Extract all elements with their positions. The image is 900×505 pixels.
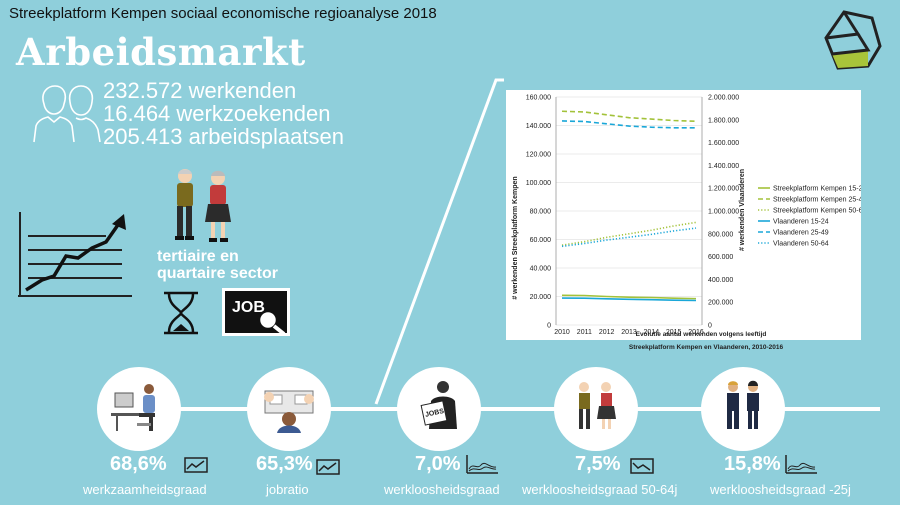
stat-werkenden: 232.572 werkenden: [103, 78, 297, 103]
x-tick-label: 2014: [644, 329, 660, 336]
header-title: Streekplatform Kempen sociaal economisch…: [9, 5, 437, 22]
people-outline-icon: [33, 85, 101, 143]
line-chart: 0 20.000 40.000 60.000 80.000 100.000 120.000 1…: [512, 95, 866, 339]
chart-caption-line1: Evolutie aantal werkenden volgens leefti…: [636, 331, 767, 338]
y-left-tick-label: 20.000: [530, 294, 552, 301]
trend-box-icon: [316, 459, 340, 475]
svg-text:JOB: JOB: [232, 299, 265, 316]
x-tick-label: 2016: [688, 329, 704, 336]
x-tick-label: 2010: [554, 329, 570, 336]
legend-label: Streekplatform Kempen 50-64: [773, 208, 861, 215]
chart-caption-line2: Streekplatform Kempen en Vlaanderen, 201…: [629, 344, 784, 351]
growth-chart-icon: [18, 212, 132, 297]
y-right-tick-label: 600.000: [708, 254, 733, 261]
y-right-tick-label: 800.000: [708, 231, 733, 238]
elderly-couple-icon: [579, 382, 616, 429]
chart-connector: [374, 78, 504, 405]
legend-label: Streekplatform Kempen 15-24: [773, 186, 861, 193]
sector-label-line2: quartaire sector: [157, 265, 278, 282]
y-left-tick-label: 60.000: [530, 237, 552, 244]
series-line: [561, 110, 697, 123]
y-right-tick-label: 1.200.000: [708, 186, 739, 193]
young-people-icon: [727, 380, 759, 429]
indicator-circle-3: JOBS: [397, 367, 481, 451]
trend-box-icon: [630, 458, 654, 474]
indicator-label-4: werkloosheidsgraad 50-64j: [522, 482, 678, 497]
office-worker-icon: [111, 384, 155, 431]
indicator-circle-1: [97, 367, 181, 451]
x-tick-label: 2011: [577, 329, 592, 336]
chart-caption-box: Streekplatform Kempen en Vlaanderen, 201…: [629, 344, 784, 351]
indicator-value-3: 7,0%: [415, 453, 461, 475]
chart-ylabel-right: # werkenden Vlaanderen: [739, 169, 746, 251]
indicator-circle-5: [701, 367, 785, 451]
series-line: [561, 294, 697, 300]
y-right-tick-label: 1.400.000: [708, 163, 739, 170]
y-right-tick-label: 1.800.000: [708, 117, 739, 124]
sector-label-line1: tertiaire en: [157, 248, 239, 265]
y-left-tick-label: 40.000: [530, 266, 552, 273]
line-chart-panel: 0 20.000 40.000 60.000 80.000 100.000 120.000 1…: [506, 90, 866, 340]
x-tick-label: 2015: [666, 329, 682, 336]
y-left-tick-label: 0: [547, 323, 551, 330]
hourglass-icon: [164, 291, 198, 335]
y-right-tick-label: 400.000: [708, 277, 733, 284]
jobs-newspaper-icon: JOBS: [420, 381, 457, 429]
legend-label: Vlaanderen 50-64: [773, 241, 829, 248]
series-line: [561, 227, 697, 248]
meeting-desk-icon: [264, 390, 314, 433]
y-left-tick-label: 160.000: [526, 95, 551, 102]
y-right-tick-label: 1.000.000: [708, 209, 739, 216]
chart-ylabel-left: # werkenden Streekplatform Kempen: [512, 176, 519, 299]
y-left-tick-label: 100.000: [526, 180, 551, 187]
indicator-value-2: 65,3%: [256, 453, 313, 475]
y-right-tick-label: 1.600.000: [708, 140, 739, 147]
series-line: [561, 221, 697, 246]
legend-label: Vlaanderen 25-49: [773, 230, 829, 237]
indicator-label-5: werkloosheidsgraad -25j: [710, 482, 851, 497]
elderly-walkers-icon: [175, 169, 231, 242]
legend-label: Vlaanderen 15-24: [773, 219, 829, 226]
sector-label: tertiaire en quartaire sector: [157, 248, 278, 282]
stat-arbeidsplaatsen: 205.413 arbeidsplaatsen: [103, 124, 344, 149]
wave-chart-icon: [466, 455, 498, 474]
indicator-circle-2: [247, 367, 331, 451]
kempen-logo-icon: [824, 10, 882, 70]
legend-label: Streekplatform Kempen 25-49: [773, 197, 861, 204]
y-left-tick-label: 80.000: [530, 209, 552, 216]
x-tick-label: 2012: [599, 329, 615, 336]
series-line: [561, 297, 697, 302]
wave-chart-icon: [785, 455, 817, 474]
y-right-tick-label: 2.000.000: [708, 95, 739, 102]
indicator-value-4: 7,5%: [575, 453, 621, 475]
indicator-value-5: 15,8%: [724, 453, 781, 475]
indicator-label-2: jobratio: [266, 482, 309, 497]
y-left-tick-label: 120.000: [526, 152, 551, 159]
page-title: Arbeidsmarkt: [16, 30, 306, 74]
indicator-label-1: werkzaamheidsgraad: [83, 482, 207, 497]
trend-box-icon: [184, 457, 208, 473]
job-search-icon: JOB: [222, 288, 290, 336]
indicator-circle-4: [554, 367, 638, 451]
y-right-tick-label: 0: [708, 323, 712, 330]
stat-werkzoekenden: 16.464 werkzoekenden: [103, 101, 331, 126]
indicator-connector-line: [120, 407, 880, 411]
x-tick-label: 2013: [621, 329, 637, 336]
indicator-label-3: werkloosheidsgraad: [384, 482, 500, 497]
y-left-tick-label: 140.000: [526, 123, 551, 130]
y-right-tick-label: 200.000: [708, 300, 733, 307]
indicator-value-1: 68,6%: [110, 453, 167, 475]
svg-text:JOBS: JOBS: [425, 408, 445, 419]
series-line: [561, 120, 696, 129]
